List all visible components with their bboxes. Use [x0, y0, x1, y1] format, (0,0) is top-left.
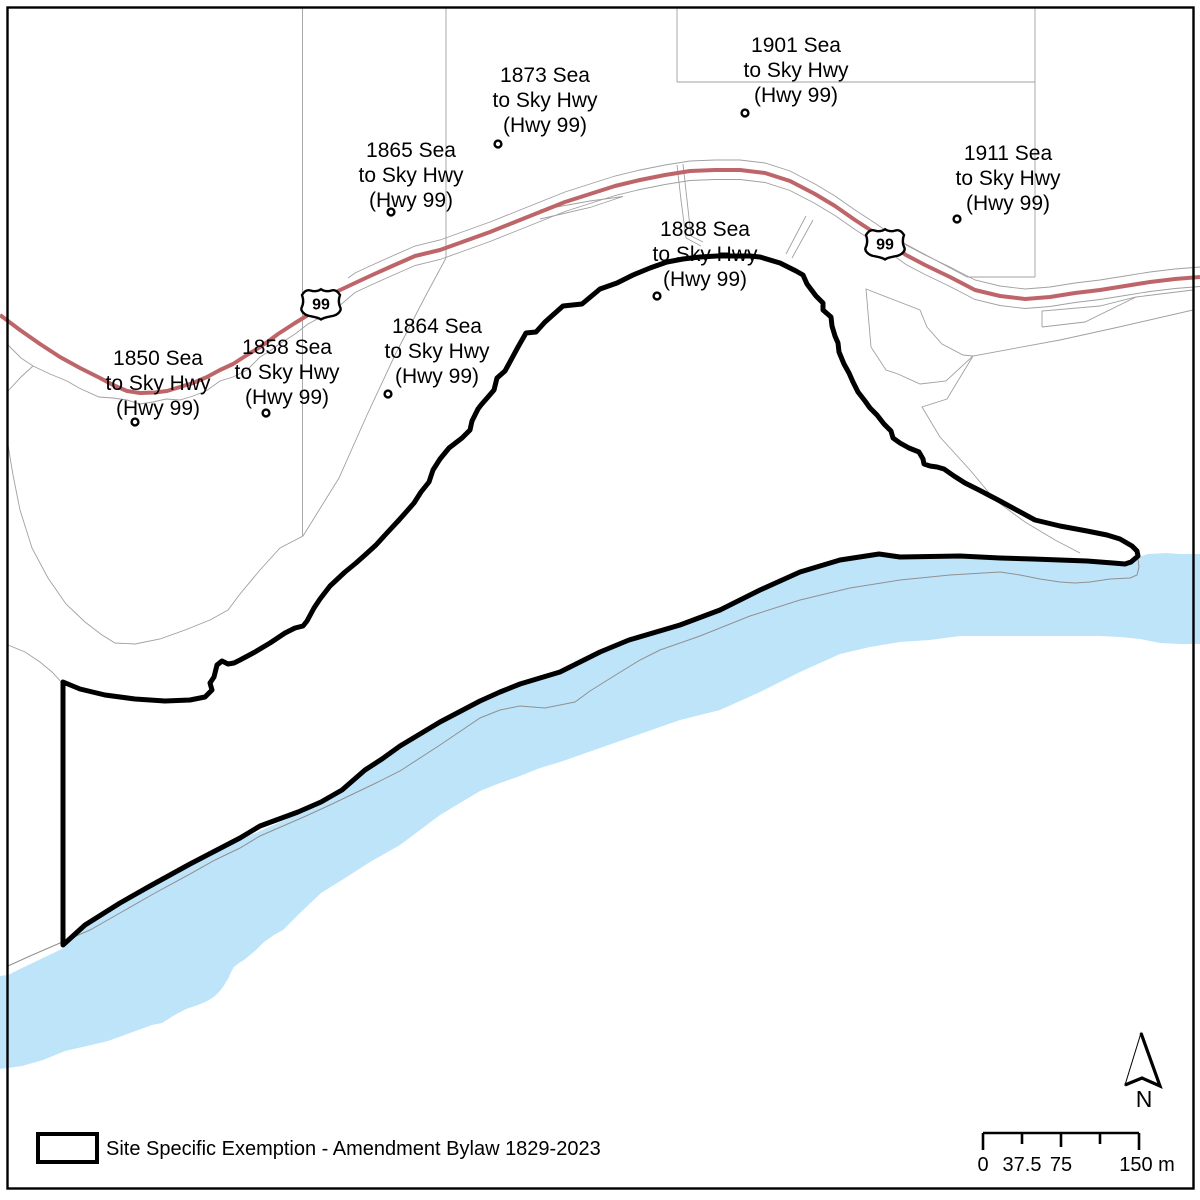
- svg-text:(Hwy 99): (Hwy 99): [503, 114, 587, 137]
- svg-text:(Hwy 99): (Hwy 99): [369, 189, 453, 212]
- svg-text:N: N: [1136, 1086, 1153, 1112]
- svg-text:(Hwy 99): (Hwy 99): [663, 268, 747, 291]
- svg-text:150 m: 150 m: [1119, 1154, 1175, 1176]
- svg-text:to Sky Hwy: to Sky Hwy: [234, 361, 340, 384]
- svg-text:0: 0: [977, 1154, 988, 1176]
- svg-text:to Sky Hwy: to Sky Hwy: [384, 340, 490, 363]
- svg-text:1901 Sea: 1901 Sea: [751, 34, 841, 57]
- svg-text:37.5: 37.5: [1003, 1154, 1042, 1176]
- svg-text:(Hwy 99): (Hwy 99): [395, 365, 479, 388]
- svg-text:(Hwy 99): (Hwy 99): [754, 84, 838, 107]
- svg-text:75: 75: [1050, 1154, 1072, 1176]
- svg-text:99: 99: [312, 297, 330, 314]
- svg-text:to Sky Hwy: to Sky Hwy: [955, 167, 1061, 190]
- svg-text:1858 Sea: 1858 Sea: [242, 336, 332, 359]
- svg-text:1850 Sea: 1850 Sea: [113, 347, 203, 370]
- svg-text:1864 Sea: 1864 Sea: [392, 315, 482, 338]
- svg-text:to Sky Hwy: to Sky Hwy: [358, 164, 464, 187]
- svg-text:99: 99: [876, 237, 894, 254]
- svg-text:to Sky Hwy: to Sky Hwy: [652, 243, 758, 266]
- svg-text:Site Specific Exemption - Amen: Site Specific Exemption - Amendment Byla…: [106, 1138, 601, 1160]
- svg-text:1911 Sea: 1911 Sea: [964, 142, 1053, 165]
- svg-text:(Hwy 99): (Hwy 99): [245, 386, 329, 409]
- svg-text:1865 Sea: 1865 Sea: [366, 139, 456, 162]
- svg-text:1888 Sea: 1888 Sea: [660, 218, 750, 241]
- svg-text:1873 Sea: 1873 Sea: [500, 64, 590, 87]
- svg-text:to Sky Hwy: to Sky Hwy: [492, 89, 598, 112]
- svg-text:to Sky Hwy: to Sky Hwy: [743, 59, 849, 82]
- svg-text:(Hwy 99): (Hwy 99): [966, 192, 1050, 215]
- svg-text:to Sky Hwy: to Sky Hwy: [105, 372, 211, 395]
- svg-text:(Hwy 99): (Hwy 99): [116, 397, 200, 420]
